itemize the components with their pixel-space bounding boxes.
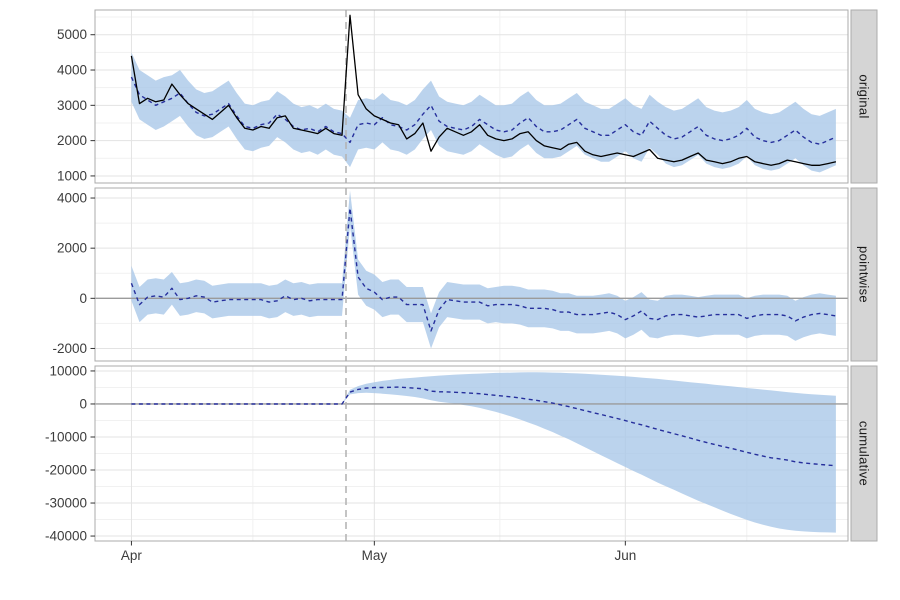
y-tick-label: 3000 [57, 98, 87, 113]
panel-border [94, 187, 849, 362]
panel-border [94, 9, 849, 184]
y-tick-label: -10000 [45, 429, 87, 444]
original-panel: 1000 2000 3000 4000 5000 original [57, 9, 878, 184]
y-tick-label: 10000 [49, 363, 87, 378]
panel-background [95, 188, 848, 361]
y-tick-label: 0 [79, 291, 87, 306]
x-tick-label-may: May [362, 548, 388, 563]
original-predicted-line [130, 76, 837, 145]
y-tick-label: 4000 [57, 191, 87, 206]
strip-cumulative [850, 365, 878, 542]
x-tick-label-apr: Apr [121, 548, 143, 563]
y-tick-label: -20000 [45, 463, 87, 478]
pointwise-pointwise-effect-line [130, 207, 837, 332]
x-tick-label-jun: Jun [614, 548, 636, 563]
strip-label-cumulative: cumulative [857, 421, 872, 486]
y-tick-label: -40000 [45, 529, 87, 544]
strip-original [850, 9, 878, 184]
y-tick-label: -30000 [45, 496, 87, 511]
pointwise-confidence-band [131, 190, 836, 349]
cumulative-panel: -40000 -30000 -20000 -10000 0 10000 cumulative [45, 363, 878, 544]
y-tick-label: 0 [79, 396, 87, 411]
y-tick-label: 4000 [57, 63, 87, 78]
y-tick-label: -2000 [52, 341, 87, 356]
strip-label-original: original [857, 74, 872, 118]
strip-pointwise [850, 187, 878, 362]
y-tick-label: 1000 [57, 168, 87, 183]
pointwise-panel: -2000 0 2000 4000 pointwise [52, 187, 878, 362]
strip-label-pointwise: pointwise [857, 246, 872, 303]
x-axis: Apr May Jun [121, 541, 636, 563]
cumulative-confidence-band [131, 372, 836, 533]
y-tick-label: 2000 [57, 241, 87, 256]
panel-border [94, 365, 849, 542]
y-tick-label: 5000 [57, 27, 87, 42]
original-confidence-band [131, 52, 836, 173]
y-tick-label: 2000 [57, 133, 87, 148]
original-observed-line [130, 14, 837, 166]
cumulative-cumulative-effect-line [131, 386, 836, 467]
